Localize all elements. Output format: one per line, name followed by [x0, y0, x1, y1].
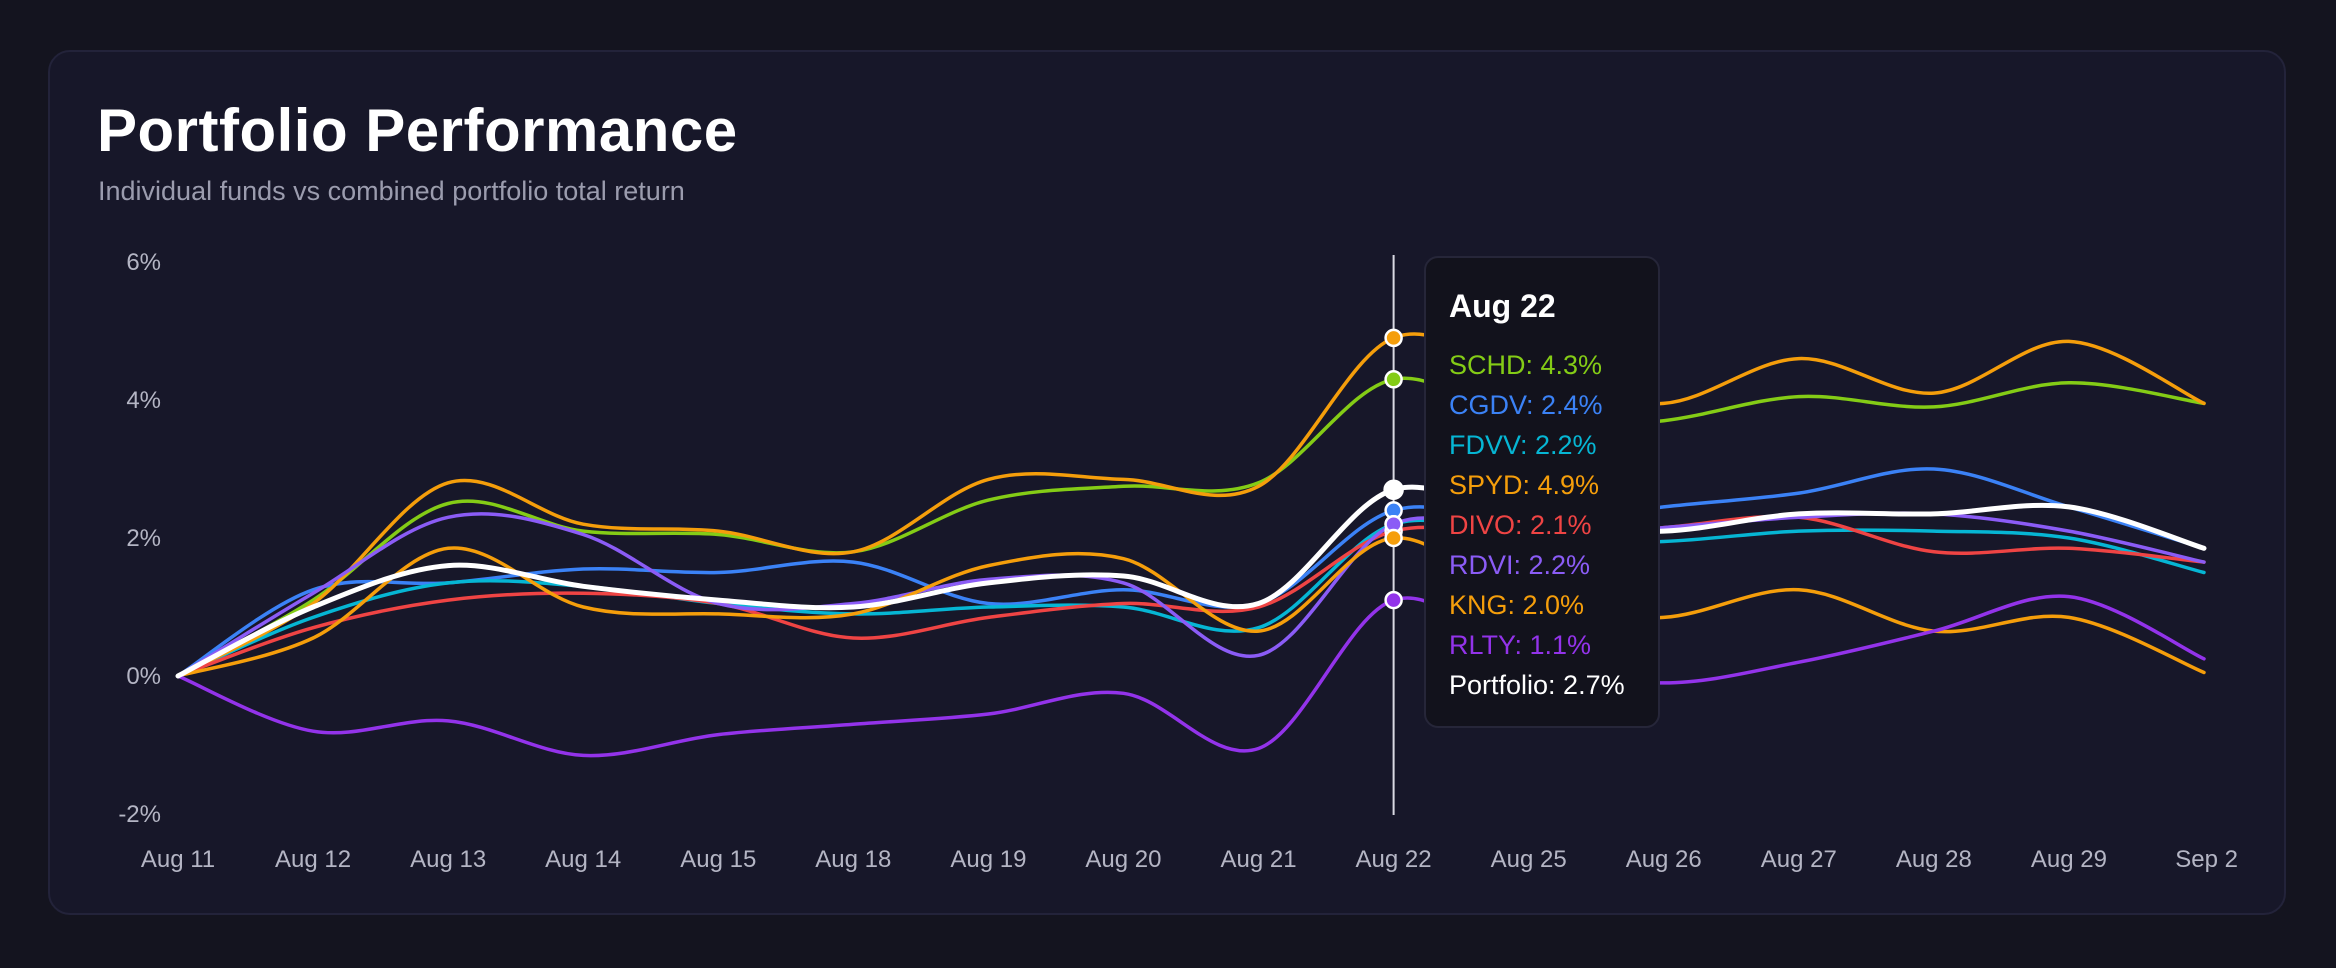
y-tick-label: 6% [126, 249, 161, 276]
series-line-cgdv [176, 467, 2206, 678]
y-tick-label: 0% [126, 663, 161, 690]
series-line-kng [176, 536, 2206, 678]
tooltip-row: SPYD: 4.9% [1449, 470, 1600, 500]
x-tick-label: Aug 14 [545, 846, 621, 873]
x-tick-label: Aug 22 [1356, 846, 1432, 873]
hover-markers [1383, 328, 1404, 610]
x-tick-label: Aug 19 [950, 846, 1026, 873]
x-tick-label: Aug 26 [1626, 846, 1702, 873]
y-axis: 6% 4% 2% 0% -2% [118, 249, 161, 828]
page-subtitle: Individual funds vs combined portfolio t… [98, 176, 685, 206]
x-tick-label: Aug 21 [1220, 846, 1296, 873]
x-tick-label: Aug 15 [680, 846, 756, 873]
tooltip-row: RDVI: 2.2% [1449, 550, 1591, 580]
x-tick-label: Aug 18 [815, 846, 891, 873]
x-tick-label: Aug 13 [410, 846, 486, 873]
x-tick-label: Aug 28 [1896, 846, 1972, 873]
x-tick-label: Aug 29 [2031, 846, 2107, 873]
hover-point-kng [1384, 528, 1403, 548]
series-line-spyd [176, 332, 2206, 678]
series-line-portfolio [175, 484, 2207, 679]
tooltip-row: SCHD: 4.3% [1449, 350, 1603, 380]
x-axis: Aug 11 Aug 12 Aug 13 Aug 14 Aug 15 Aug 18 Aug … [141, 846, 2238, 873]
tooltip-row: FDVV: 2.2% [1449, 430, 1597, 460]
x-tick-label: Sep 2 [2175, 846, 2238, 873]
hover-point-rlty [1384, 590, 1403, 610]
y-tick-label: 4% [126, 387, 161, 414]
y-tick-label: 2% [126, 525, 161, 552]
series-line-divo [176, 514, 2206, 678]
hover-point-schd [1384, 370, 1403, 389]
tooltip-row: RLTY: 1.1% [1449, 630, 1592, 660]
x-tick-label: Aug 25 [1491, 846, 1567, 873]
series-lines [175, 332, 2207, 758]
chart-card [48, 50, 2286, 915]
page-title: Portfolio Performance [97, 97, 738, 164]
x-tick-label: Aug 11 [141, 846, 215, 873]
tooltip-row: DIVO: 2.1% [1449, 510, 1592, 540]
series-line-schd [176, 376, 2206, 678]
hover-point-portfolio [1383, 479, 1404, 500]
tooltip-row: KNG: 2.0% [1449, 590, 1585, 620]
tooltip-date: Aug 22 [1449, 288, 1556, 324]
tooltip-row: Portfolio: 2.7% [1449, 670, 1625, 700]
x-tick-label: Aug 27 [1761, 846, 1837, 873]
tooltip-row: CGDV: 2.4% [1449, 390, 1603, 420]
y-tick-label: -2% [118, 801, 161, 828]
hover-tooltip: Aug 22 SCHD: 4.3% CGDV: 2.4% FDVV: 2.2% SPY… [1424, 256, 1660, 728]
x-tick-label: Aug 20 [1085, 846, 1161, 873]
hover-point-spyd [1384, 328, 1403, 348]
x-tick-label: Aug 12 [275, 846, 351, 873]
series-line-rlty [176, 594, 2206, 758]
